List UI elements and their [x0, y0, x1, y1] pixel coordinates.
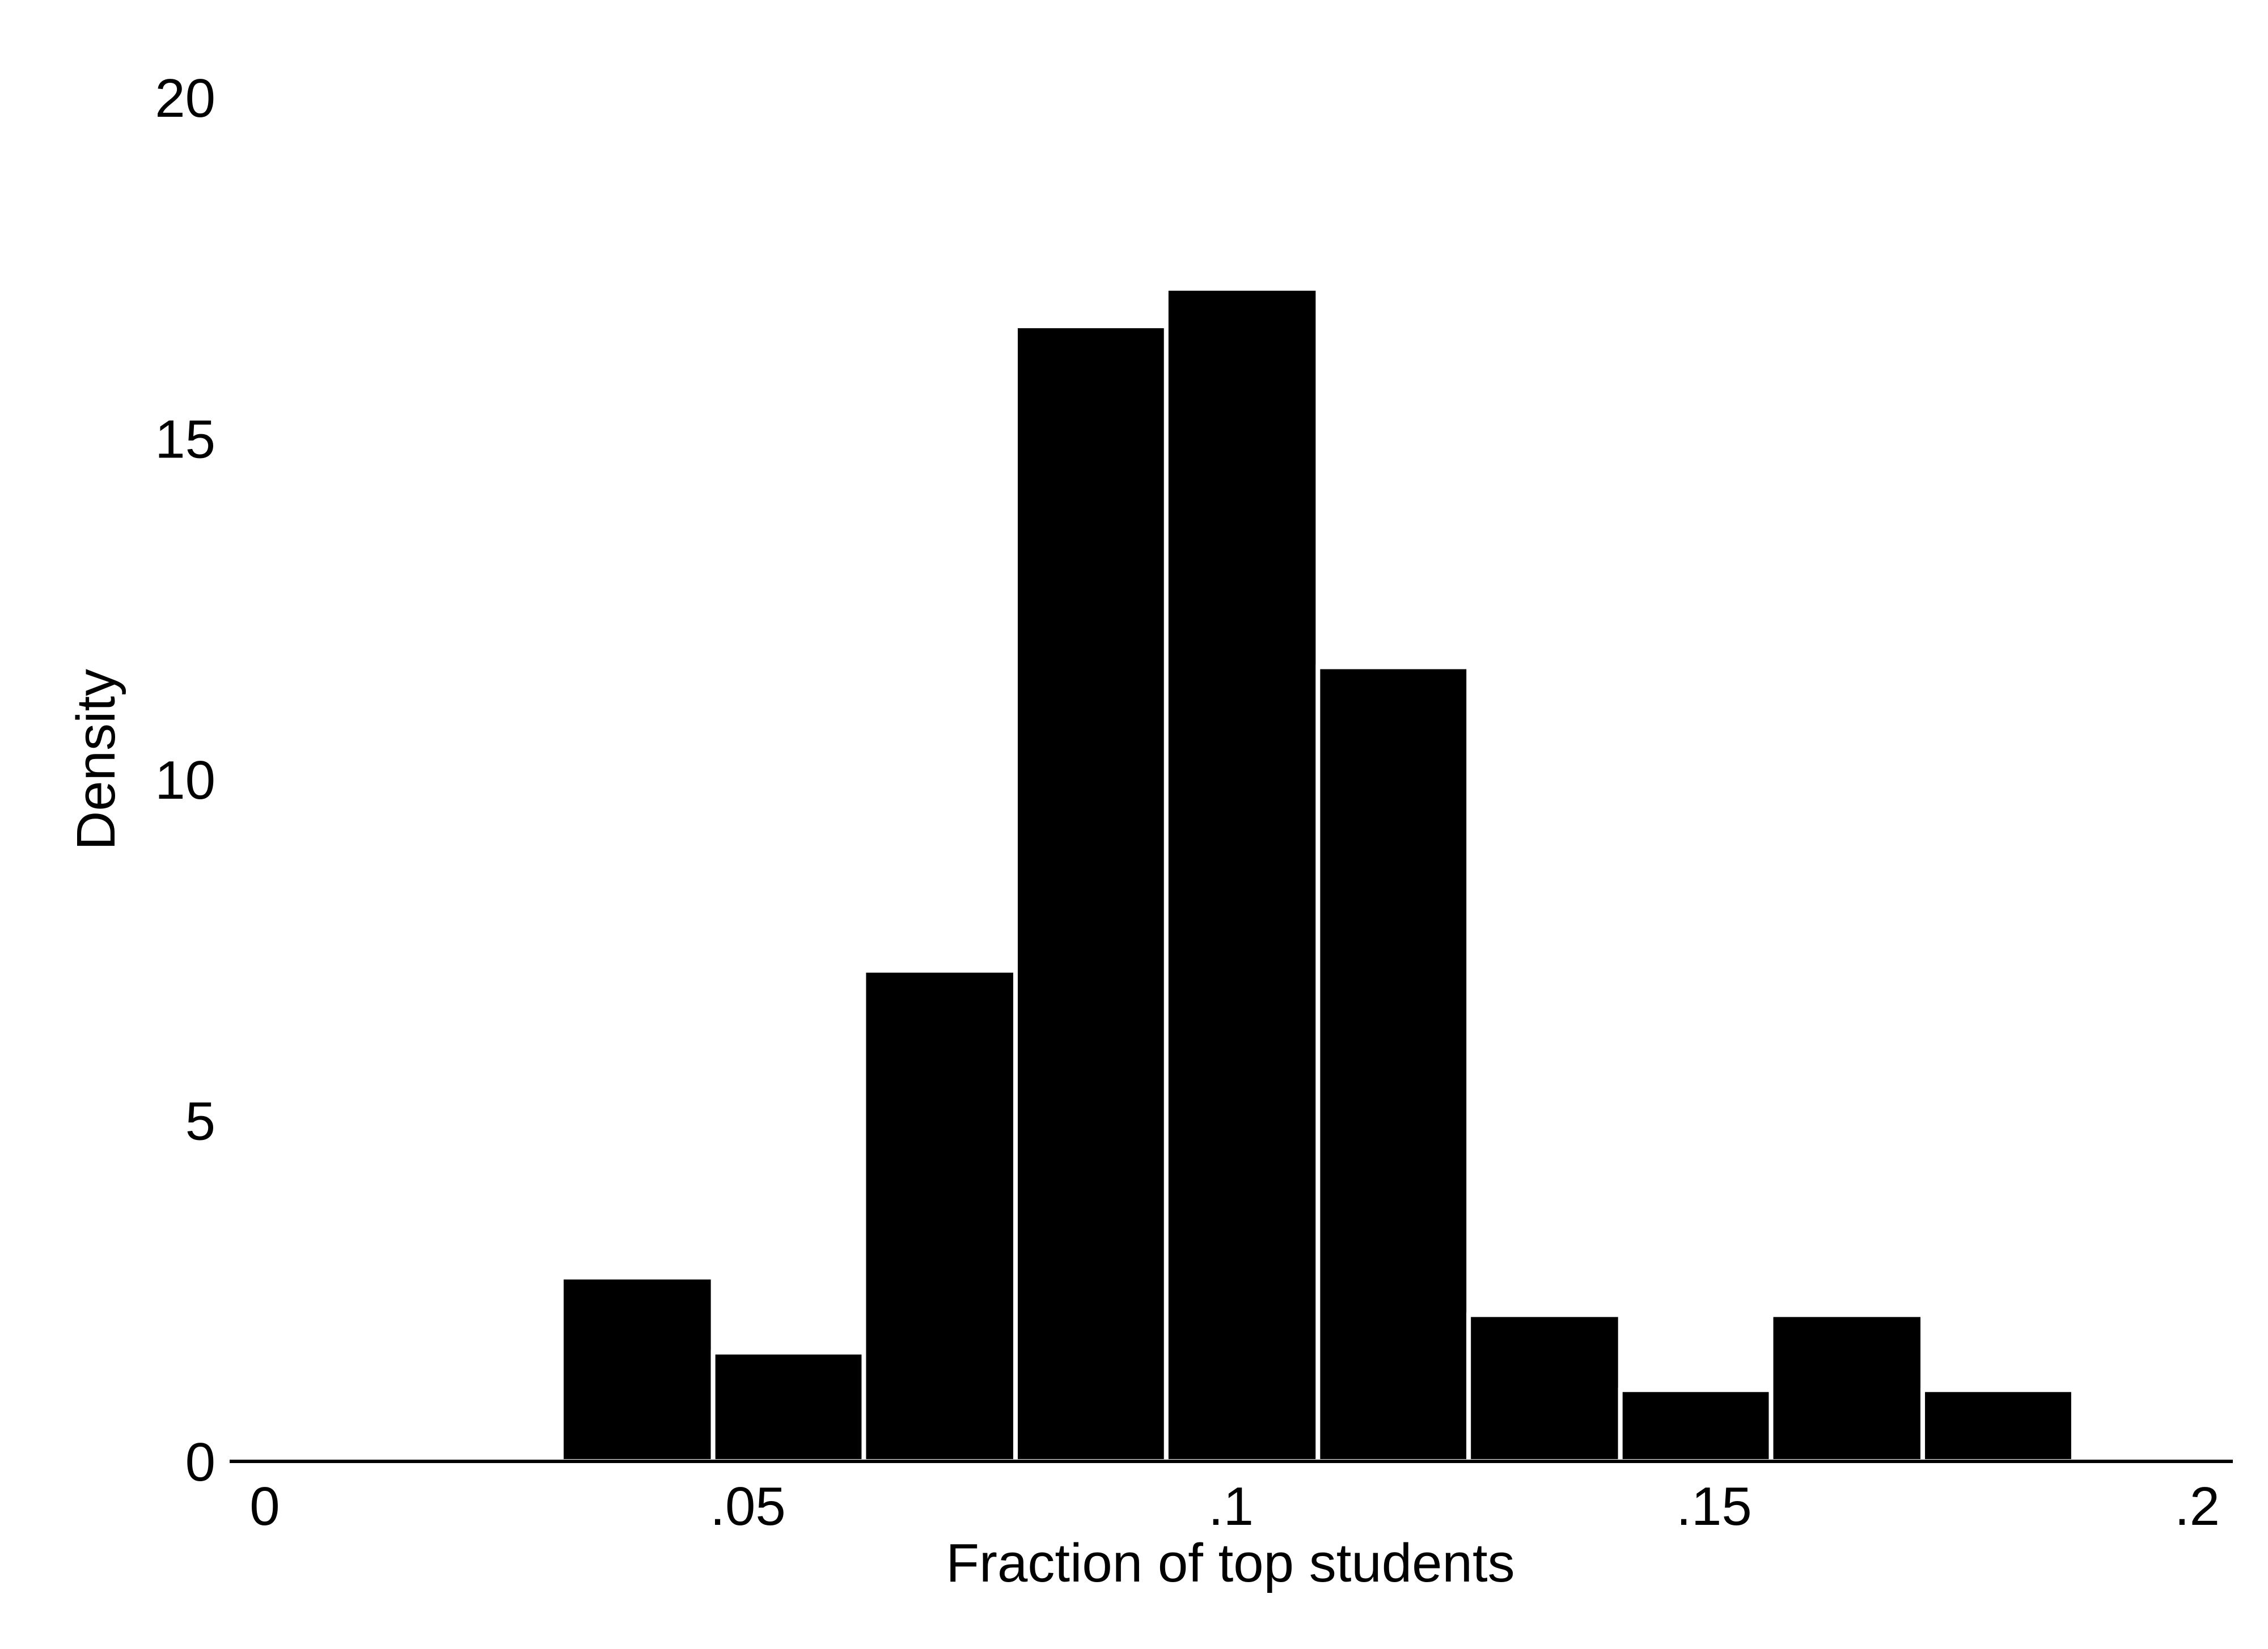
- y-tick-label-5: 5: [185, 1091, 215, 1152]
- histogram-bar-8: [1618, 1387, 1774, 1464]
- x-tick-label-.05: .05: [710, 1476, 785, 1537]
- y-tick-label-10: 10: [155, 750, 215, 811]
- histogram-bar-4: [1013, 324, 1169, 1464]
- histogram-bar-3: [861, 968, 1018, 1464]
- histogram-bar-5: [1163, 286, 1321, 1464]
- histogram-bar-7: [1466, 1312, 1623, 1464]
- histogram-bar-1: [559, 1275, 716, 1464]
- x-tick-label-.2: .2: [2174, 1476, 2220, 1537]
- histogram-bar-2: [710, 1350, 866, 1464]
- histogram-bar-6: [1315, 664, 1471, 1464]
- histogram-bars: [559, 286, 2076, 1464]
- y-axis-title: Density: [66, 669, 126, 850]
- x-tick-label-.15: .15: [1676, 1476, 1751, 1537]
- y-tick-label-0: 0: [185, 1432, 215, 1493]
- x-axis-title: Fraction of top students: [946, 1533, 1514, 1593]
- y-tick-label-20: 20: [155, 68, 215, 129]
- histogram-bar-9: [1768, 1312, 1926, 1464]
- y-tick-label-15: 15: [155, 409, 215, 470]
- x-tick-label-.1: .1: [1208, 1476, 1254, 1537]
- x-tick-label-0: 0: [249, 1476, 280, 1537]
- x-axis-tick-labels: 0 .05 .1 .15 .2: [249, 1476, 2220, 1537]
- histogram-bar-10: [1920, 1387, 2076, 1464]
- y-axis-tick-labels: 0 5 10 15 20: [155, 68, 215, 1493]
